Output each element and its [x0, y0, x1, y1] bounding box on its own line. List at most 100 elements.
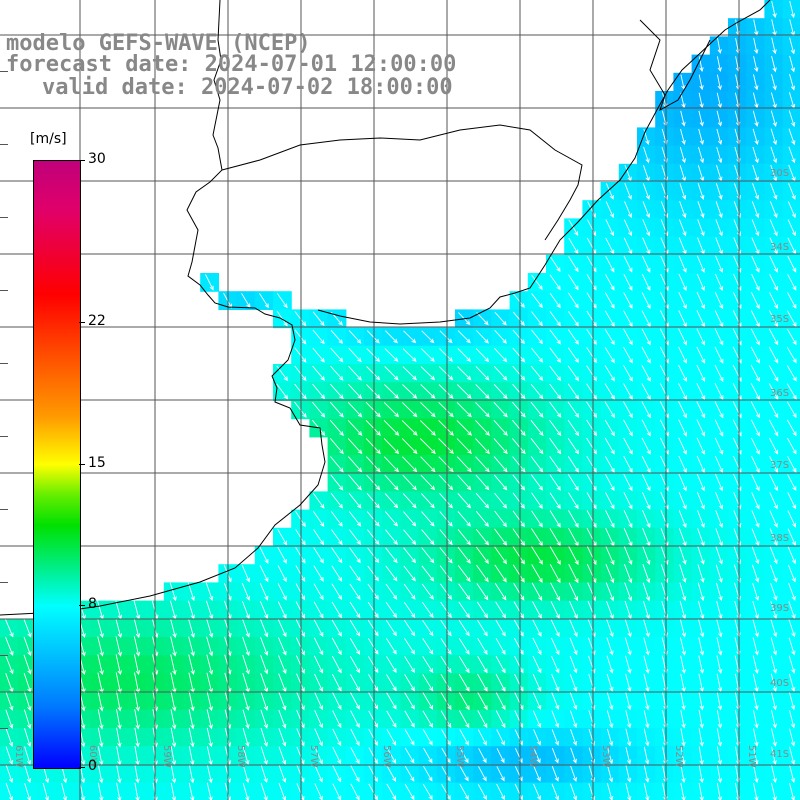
wind-arrow — [696, 364, 706, 382]
wind-arrow — [643, 146, 650, 164]
wind-arrow — [716, 710, 723, 729]
wind-arrow — [205, 274, 214, 291]
wind-arrow — [404, 620, 416, 637]
wind-arrow — [642, 545, 651, 566]
wind-arrow — [330, 456, 344, 473]
wind-arrow — [696, 492, 705, 510]
wind-arrow — [476, 330, 489, 344]
wind-arrow — [368, 656, 379, 674]
wind-arrow — [625, 655, 632, 674]
wind-arrow — [531, 528, 543, 547]
longitude-labels: 61W 60W 59W 58W 57W 56W 55W 54W 53W 52W 51W — [13, 745, 757, 768]
wind-cell — [782, 364, 800, 383]
wind-arrow — [475, 419, 490, 436]
wind-arrow — [771, 55, 777, 73]
wind-arrow — [366, 511, 380, 527]
wind-arrow — [420, 384, 436, 399]
wind-arrow — [458, 691, 470, 711]
forecast-date: forecast date: 2024-07-01 12:00:00 — [6, 52, 457, 77]
longitude-label: 52W — [673, 745, 684, 768]
wind-arrow — [330, 511, 343, 527]
wind-arrow — [679, 600, 687, 620]
wind-arrow — [770, 655, 778, 674]
wind-arrow — [403, 601, 416, 619]
wind-arrow — [478, 748, 487, 764]
wind-arrow — [512, 293, 525, 308]
wind-arrow — [530, 456, 544, 473]
wind-arrow — [533, 766, 541, 782]
wind-arrow — [439, 529, 453, 546]
wind-arrow — [569, 619, 578, 638]
wind-arrow — [457, 546, 471, 564]
wind-arrow — [714, 328, 724, 346]
wind-arrow — [386, 765, 397, 782]
wind-arrow — [714, 364, 724, 382]
wind-arrow — [786, 383, 797, 400]
wind-arrow — [495, 655, 506, 674]
wind-arrow — [366, 384, 381, 399]
wind-arrow — [623, 545, 633, 566]
wind-arrow — [551, 673, 560, 692]
wind-arrow — [476, 312, 489, 326]
wind-arrow — [586, 347, 597, 364]
wind-arrow — [717, 38, 722, 54]
wind-arrow — [495, 691, 506, 711]
wind-arrow — [770, 637, 778, 656]
wind-arrow — [475, 384, 490, 399]
wind-arrow — [331, 601, 342, 619]
wind-arrow — [769, 510, 778, 528]
wind-arrow — [606, 783, 614, 800]
wind-arrow — [625, 691, 632, 711]
wind-cell — [782, 655, 800, 674]
wind-cell — [782, 36, 800, 56]
wind-arrow — [260, 783, 268, 800]
wind-arrow — [751, 492, 760, 510]
longitude-label: 54W — [527, 745, 538, 768]
colorbar-tick — [79, 767, 85, 768]
wind-arrow — [680, 110, 686, 127]
wind-arrow — [495, 601, 506, 619]
wind-arrow — [477, 619, 488, 637]
wind-arrow — [133, 654, 141, 676]
wind-arrow — [698, 728, 704, 747]
wind-arrow — [697, 600, 705, 620]
wind-arrow — [97, 782, 104, 800]
wind-arrow — [570, 747, 577, 764]
wind-arrow — [97, 727, 104, 748]
wind-arrow — [551, 747, 559, 764]
wind-arrow — [696, 328, 706, 346]
wind-arrow — [440, 673, 452, 692]
wind-arrow — [456, 456, 472, 473]
wind-arrow — [495, 637, 506, 655]
wind-cell — [782, 564, 800, 583]
colorbar-tick — [79, 605, 85, 607]
wind-arrow — [206, 782, 213, 800]
wind-arrow — [789, 710, 796, 729]
wind-arrow — [623, 328, 633, 346]
wind-arrow — [698, 637, 705, 656]
wind-arrow — [625, 728, 632, 747]
wind-arrow — [770, 691, 777, 711]
wind-arrow — [530, 365, 544, 381]
wind-cell — [782, 637, 800, 656]
wind-arrow — [788, 673, 796, 693]
wind-arrow — [604, 310, 615, 328]
wind-arrow — [624, 619, 632, 638]
wind-arrow — [787, 492, 797, 510]
wind-arrow — [567, 401, 580, 418]
wind-arrow — [349, 619, 361, 637]
valid-date: valid date: 2024-07-02 18:00:00 — [42, 75, 453, 100]
wind-arrow — [714, 383, 724, 401]
wind-arrow — [715, 219, 723, 237]
wind-arrow — [278, 728, 287, 747]
wind-cell — [782, 418, 800, 438]
wind-arrow — [422, 620, 434, 637]
wind-arrow — [641, 364, 651, 382]
wind-arrow — [625, 673, 632, 693]
wind-arrow — [206, 690, 213, 712]
wind-arrow — [295, 583, 306, 601]
wind-arrow — [294, 347, 307, 363]
wind-arrow — [331, 619, 342, 637]
wind-arrow — [642, 600, 650, 620]
wind-arrow — [530, 474, 544, 491]
